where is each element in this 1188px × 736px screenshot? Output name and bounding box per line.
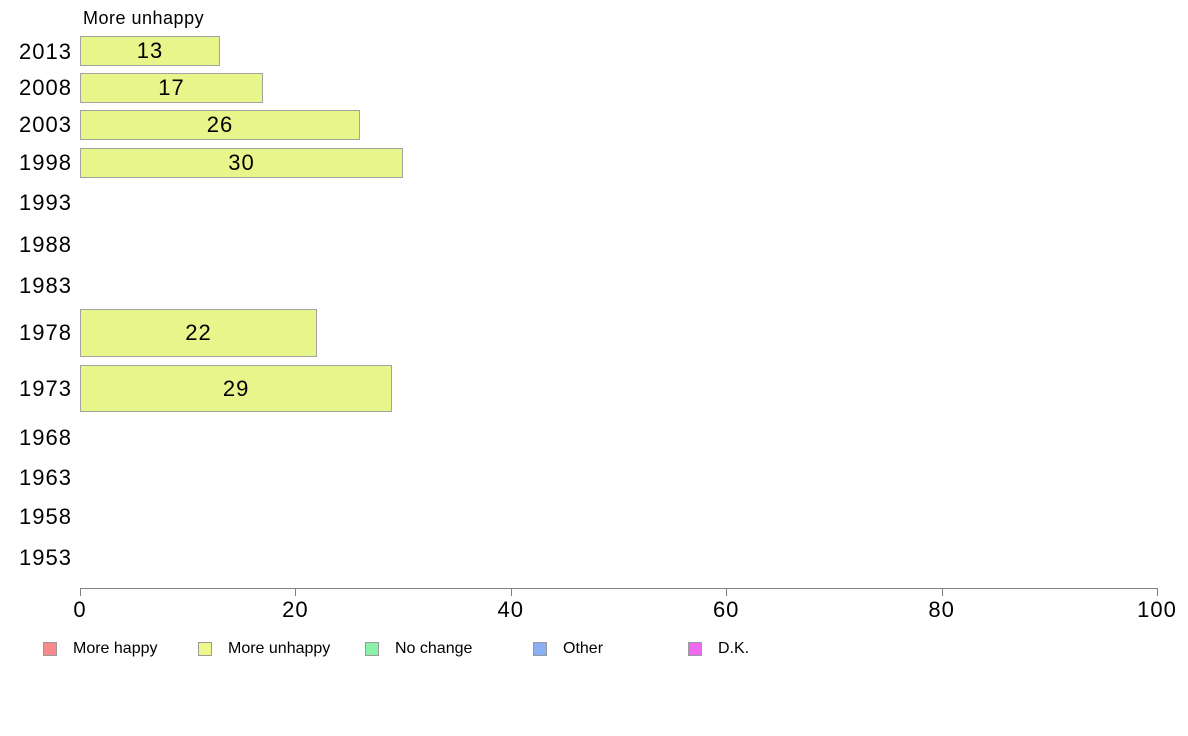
y-axis-label: 2013 bbox=[19, 39, 72, 64]
legend-swatch bbox=[688, 642, 702, 656]
x-axis-tick bbox=[726, 588, 728, 596]
x-axis-tick-label: 100 bbox=[1137, 597, 1177, 622]
bar-value-label: 22 bbox=[185, 320, 212, 345]
y-axis-label: 1988 bbox=[19, 232, 72, 257]
x-axis-tick bbox=[1157, 588, 1158, 596]
legend-label: More unhappy bbox=[228, 640, 331, 657]
legend-swatch bbox=[365, 642, 379, 656]
y-axis-label: 1983 bbox=[19, 273, 72, 298]
y-axis-label: 2008 bbox=[19, 75, 72, 100]
legend-label: Other bbox=[563, 640, 604, 657]
x-axis-tick bbox=[941, 588, 943, 596]
legend-label: No change bbox=[395, 640, 473, 657]
x-axis-tick-label: 80 bbox=[928, 597, 955, 622]
chart-title: More unhappy bbox=[83, 8, 205, 28]
bar-value-label: 26 bbox=[206, 112, 234, 137]
y-axis-label: 1978 bbox=[19, 320, 72, 345]
y-axis-label: 1968 bbox=[19, 425, 72, 450]
y-axis-label: 1958 bbox=[19, 504, 72, 529]
legend-swatch bbox=[43, 642, 57, 656]
legend-label: D.K. bbox=[718, 640, 750, 657]
bar bbox=[80, 73, 264, 103]
bar-value-label: 30 bbox=[228, 150, 255, 175]
bar bbox=[80, 148, 404, 178]
bar bbox=[80, 110, 361, 140]
legend: More happy More unhappy No change Other D.K. bbox=[0, 640, 1188, 662]
legend-swatch bbox=[533, 642, 547, 656]
x-axis-tick-label: 60 bbox=[712, 597, 740, 622]
x-axis-tick-label: 20 bbox=[282, 597, 309, 622]
bar bbox=[80, 36, 220, 66]
x-axis-tick-label: 0 bbox=[73, 597, 87, 622]
bar-value-label: 13 bbox=[136, 38, 164, 63]
y-axis-label: 1998 bbox=[19, 150, 72, 175]
x-axis-tick bbox=[510, 588, 512, 596]
bar bbox=[80, 365, 393, 412]
legend-label: More happy bbox=[73, 640, 158, 657]
y-axis-label: 2003 bbox=[19, 112, 72, 137]
x-axis-line bbox=[80, 588, 1157, 589]
x-axis-tick-label: 40 bbox=[497, 597, 525, 622]
bar bbox=[80, 309, 317, 357]
legend-swatch bbox=[198, 642, 212, 656]
bar-value-label: 29 bbox=[222, 376, 250, 401]
x-axis-tick bbox=[295, 588, 297, 596]
y-axis-label: 1963 bbox=[19, 465, 72, 490]
y-axis-label: 1973 bbox=[19, 376, 72, 401]
y-axis-label: 1993 bbox=[19, 190, 72, 215]
y-axis-label: 1953 bbox=[19, 545, 72, 570]
bar-value-label: 17 bbox=[158, 75, 185, 100]
x-axis-tick bbox=[80, 588, 81, 596]
